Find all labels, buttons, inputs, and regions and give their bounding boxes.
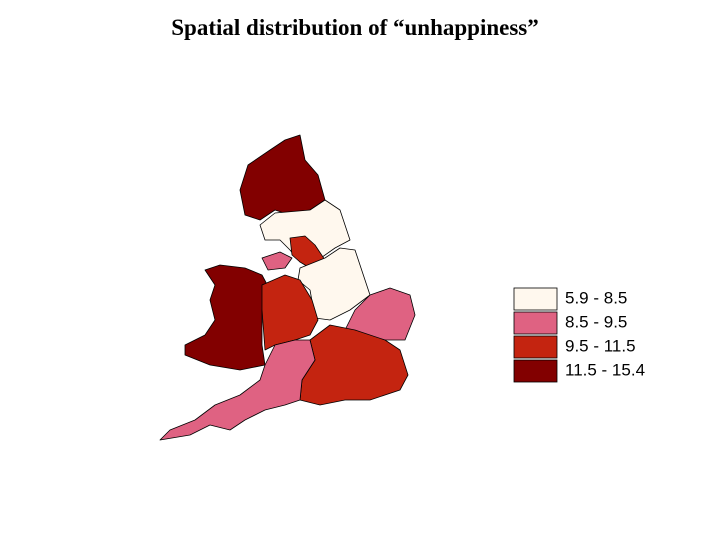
legend-label: 8.5 - 9.5 [565,312,627,331]
legend-swatch [513,311,558,335]
legend-swatch [513,359,558,383]
title: Spatial distribution of “unhappiness” [171,15,539,40]
legend-label: 5.9 - 8.5 [565,288,627,307]
legend-label: 11.5 - 15.4 [565,360,645,379]
region [159,339,316,441]
legend-swatch [513,335,558,359]
region [184,264,271,371]
region [297,247,371,321]
legend-swatch [513,287,558,311]
region [261,251,293,271]
legend-label: 9.5 - 11.5 [565,336,636,355]
map [159,134,416,441]
legend: 5.9 - 8.5 8.5 - 9.5 9.5 - 11.5 11.5 - 15.4 [513,287,645,383]
region [239,134,326,221]
region [261,274,319,351]
